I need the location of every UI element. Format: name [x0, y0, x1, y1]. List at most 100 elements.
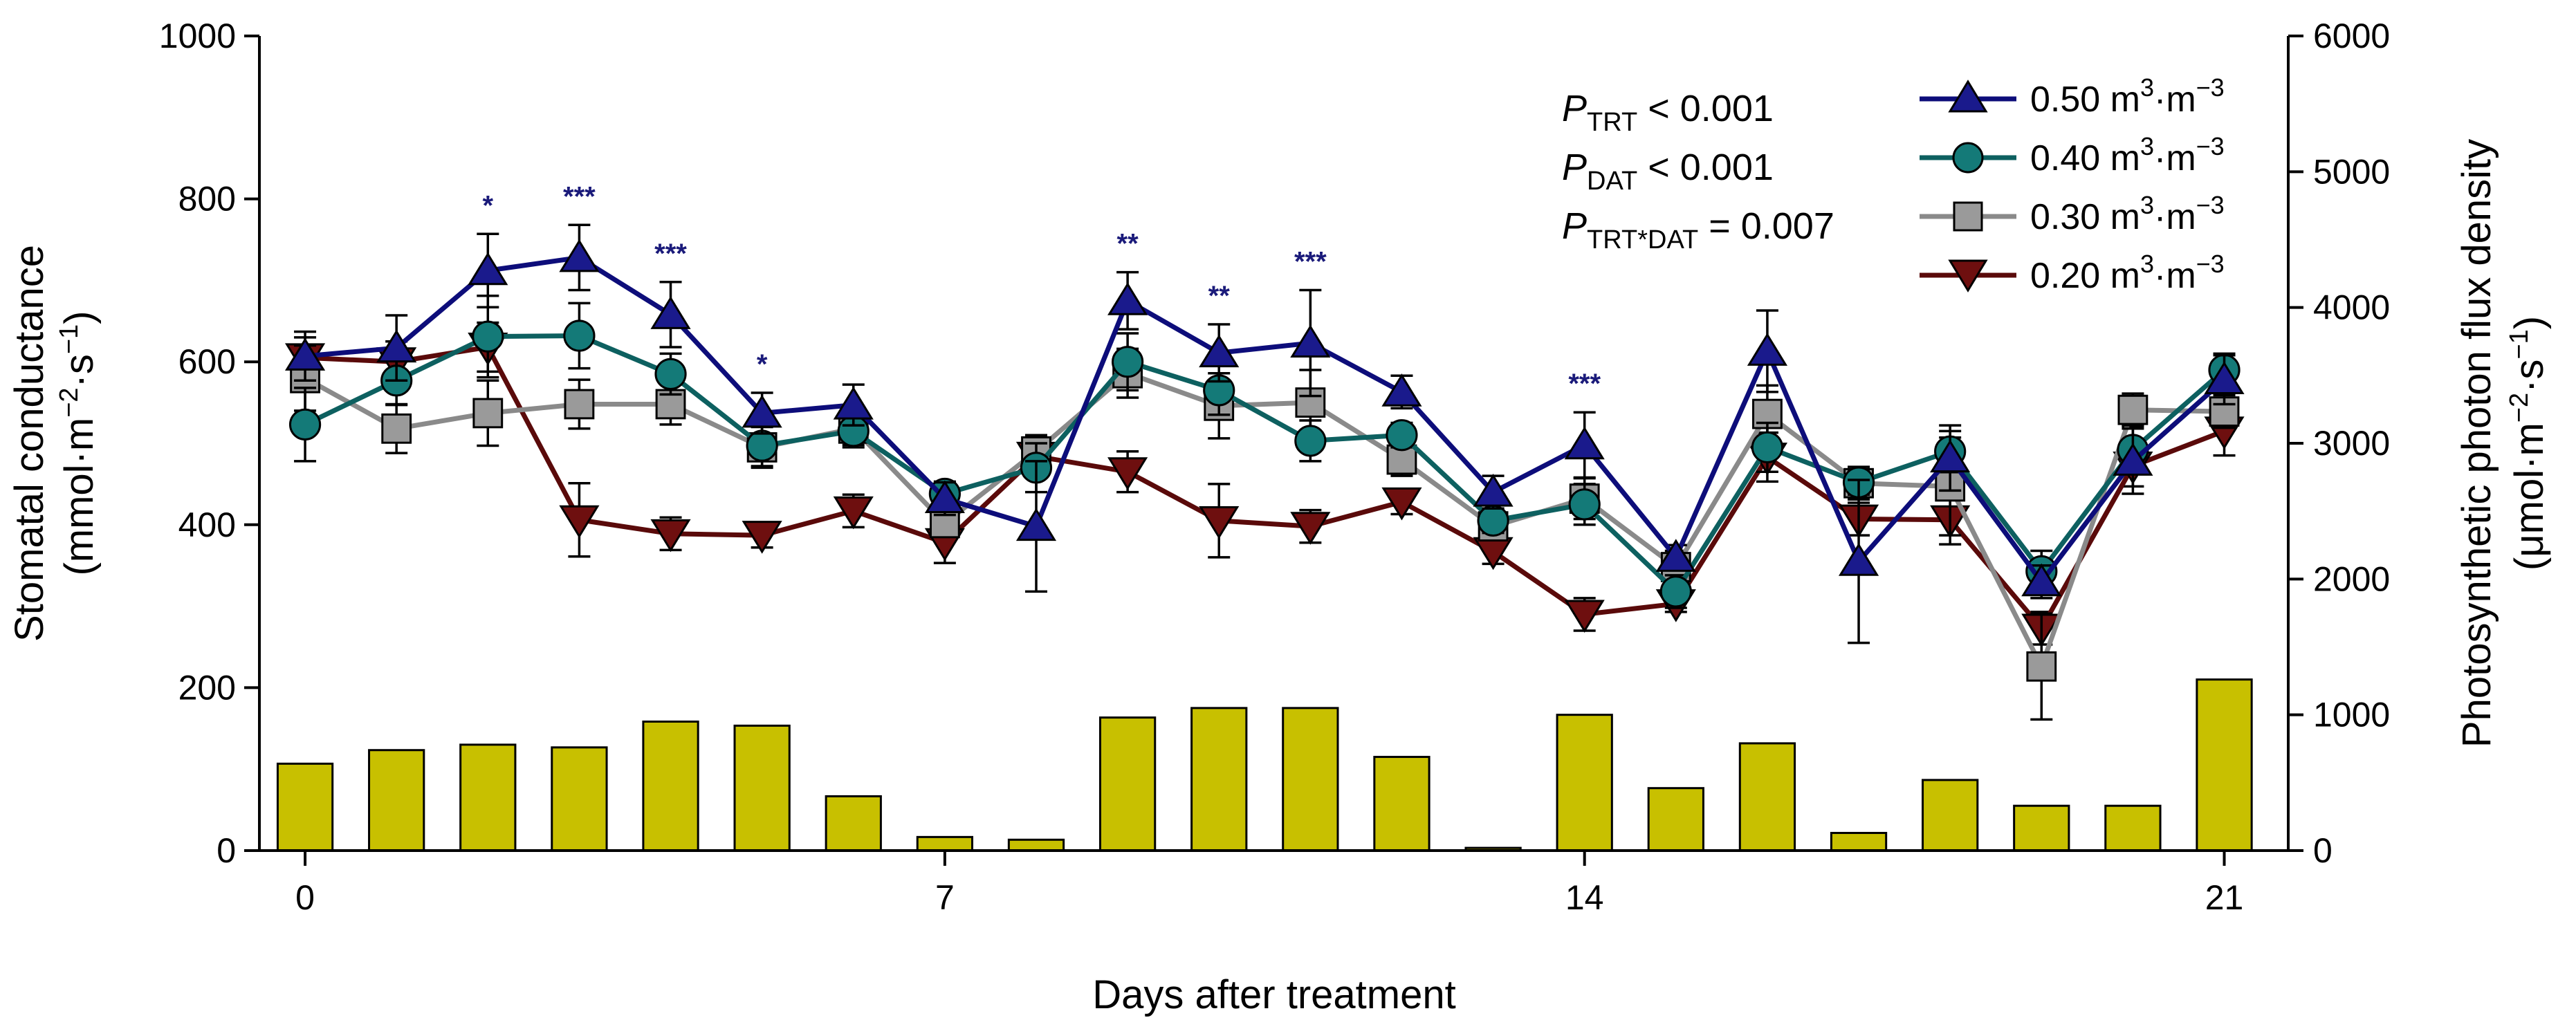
ppfd-bar [1922, 779, 1979, 852]
ppfd-bar [551, 746, 608, 852]
data-point-circle [1386, 419, 1418, 452]
data-point-square [2209, 396, 2240, 427]
legend-square-icon [1953, 201, 1983, 232]
data-point-triangle-down [1473, 537, 1514, 571]
x-tick-label: 21 [2205, 878, 2244, 917]
ppfd-bar [276, 762, 334, 852]
legend-triangle-up-icon [1948, 80, 1988, 113]
legend-triangle-down-icon [1948, 259, 1988, 293]
data-point-circle [1659, 575, 1692, 608]
data-point-triangle-down [833, 496, 874, 530]
ppfd-bar [2196, 678, 2253, 852]
ppfd-bar [642, 720, 699, 852]
data-point-triangle-up [833, 386, 874, 420]
ppfd-bar [1830, 831, 1888, 852]
left-y-tick-label: 600 [178, 342, 236, 381]
data-point-triangle-up [924, 480, 965, 514]
data-point-circle [288, 408, 322, 441]
data-point-circle [563, 319, 596, 352]
ppfd-bars-layer [276, 678, 2253, 852]
data-point-square [564, 389, 595, 420]
data-point-triangle-down [1199, 506, 1240, 539]
left-y-tick-label: 400 [178, 506, 236, 544]
significance-marker: *** [1294, 247, 1327, 277]
data-point-square [381, 413, 412, 444]
series-line [304, 344, 2225, 631]
ppfd-bar [916, 835, 974, 852]
stat-trt: PTRT < 0.001 [1562, 88, 1774, 137]
data-point-triangle-up [376, 329, 417, 363]
data-point-square [472, 398, 504, 429]
ppfd-bar [1738, 742, 1796, 852]
significance-marker: *** [1568, 369, 1601, 399]
x-tick-label: 7 [935, 878, 955, 917]
series-line [304, 254, 2226, 584]
x-tick-label: 14 [1565, 878, 1604, 917]
ppfd-bar [825, 795, 882, 852]
data-point-circle [1294, 425, 1327, 457]
series-layer [284, 223, 2245, 721]
data-point-triangle-down [559, 505, 600, 539]
data-point-triangle-up [1381, 373, 1422, 407]
data-point-circle [1112, 346, 1144, 378]
legend-label-040: 0.40 m3·m−3 [2030, 132, 2225, 178]
ppfd-bar [368, 749, 425, 852]
right-y-axis-title: Photosynthetic photon flux density (μmol… [2454, 139, 2552, 748]
data-point-triangle-up [742, 394, 782, 428]
data-point-square [2117, 394, 2149, 425]
data-point-circle [1477, 504, 1509, 537]
data-point-triangle-down [1564, 600, 1605, 633]
x-axis-title: Days after treatment [1092, 972, 1455, 1017]
ppfd-bar [1373, 756, 1430, 852]
data-point-triangle-down [1381, 487, 1422, 521]
series-line [304, 333, 2226, 594]
data-point-circle [1568, 488, 1601, 521]
data-point-triangle-up [284, 337, 326, 371]
stats-annotation: PTRT < 0.001 PDAT < 0.001 PTRT*DAT = 0.0… [1562, 88, 1834, 254]
ppfd-bar [2013, 804, 2070, 852]
right-y-tick-label: 5000 [2313, 152, 2390, 191]
right-y-tick-label: 0 [2313, 831, 2333, 870]
data-point-triangle-up [559, 239, 600, 272]
significance-marker: ** [1208, 281, 1231, 311]
ppfd-bar [1282, 707, 1339, 852]
data-point-circle [654, 358, 687, 390]
left-y-tick-label: 1000 [159, 17, 236, 55]
data-point-triangle-up [2113, 443, 2153, 476]
left-y-tick-label: 800 [178, 180, 236, 219]
data-point-triangle-up [1564, 426, 1605, 460]
legend-item-040: 0.40 m3·m−3 [1920, 132, 2225, 178]
data-point-circle [472, 320, 504, 353]
right-y-title-line1: Photosynthetic photon flux density [2454, 139, 2499, 748]
right-y-title-line2: (μmol·m−2·s−1) [2505, 316, 2552, 571]
data-point-triangle-down [742, 521, 782, 554]
ppfd-bar [459, 743, 517, 852]
data-point-triangle-down [1290, 512, 1331, 545]
ticks-layer: 0 200 400 600 800 1000 0 1000 2000 3000 4000 5000 60… [159, 17, 2390, 917]
stat-trt-dat: PTRT*DAT = 0.007 [1562, 205, 1834, 254]
significance-marker: *** [563, 181, 596, 212]
legend-label-050: 0.50 m3·m−3 [2030, 73, 2225, 120]
right-y-tick-label: 2000 [2313, 559, 2390, 598]
ppfd-bar [1647, 787, 1704, 852]
series-2 [290, 344, 2240, 721]
significance-layer: * ***************** [483, 181, 1601, 399]
data-point-triangle-up [1199, 334, 1240, 368]
legend-circle-icon [1952, 142, 1984, 174]
data-point-triangle-down [1107, 457, 1148, 490]
series-0 [284, 223, 2245, 645]
legend-item-020: 0.20 m3·m−3 [1920, 250, 2225, 296]
data-point-triangle-up [1015, 508, 1057, 541]
data-point-triangle-up [468, 252, 508, 286]
data-point-triangle-up [1838, 543, 1879, 576]
data-point-triangle-up [650, 296, 691, 329]
ppfd-bar [2104, 804, 2162, 852]
x-tick-label: 0 [295, 878, 315, 917]
significance-marker: ** [1117, 229, 1139, 259]
left-y-axis-title: Stomatal conductance (mmol·m−2·s−1) [7, 245, 102, 642]
ppfd-bar [1190, 707, 1248, 852]
ppfd-bar [1098, 716, 1157, 852]
legend-item-050: 0.50 m3·m−3 [1920, 73, 2225, 120]
